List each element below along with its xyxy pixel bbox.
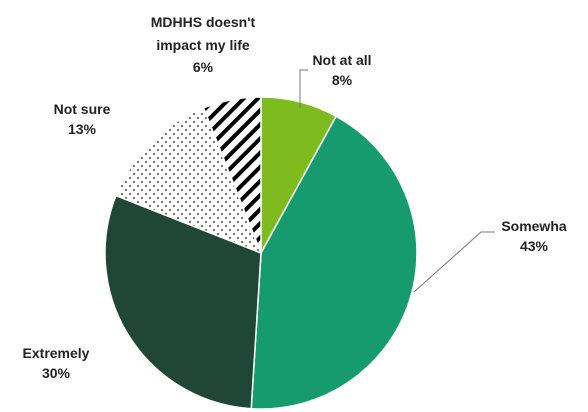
pie-slice-not-sure — [114, 106, 263, 255]
slice-category-label-0-0: Not at all — [312, 52, 371, 68]
slice-value-label-2-1: 30% — [42, 365, 71, 381]
slice-category-label-2-0: Extremely — [23, 345, 90, 361]
leader-line-1 — [413, 231, 495, 293]
slice-category-label-4-1: impact my life — [156, 37, 250, 53]
slice-value-label-4-2: 6% — [193, 59, 214, 75]
pie-slice-somewha — [250, 115, 418, 410]
slice-value-label-1-1: 43% — [520, 238, 549, 254]
leader-line-0 — [299, 69, 308, 108]
pie-slices — [104, 96, 418, 410]
pie-slice-extremely — [104, 194, 262, 410]
pie-slice-mdhhs-doesn-t-impact-my-life — [202, 96, 262, 254]
slice-value-label-0-1: 8% — [332, 72, 353, 88]
slice-category-label-1-0: Somewha — [501, 218, 567, 234]
slice-category-label-3-0: Not sure — [54, 101, 111, 117]
pie-labels: Not at all 8% Somewha 43% Extremely 30% Not su… — [23, 14, 567, 381]
slice-category-label-4-0: MDHHS doesn't — [151, 14, 256, 30]
slice-value-label-3-1: 13% — [68, 121, 97, 137]
